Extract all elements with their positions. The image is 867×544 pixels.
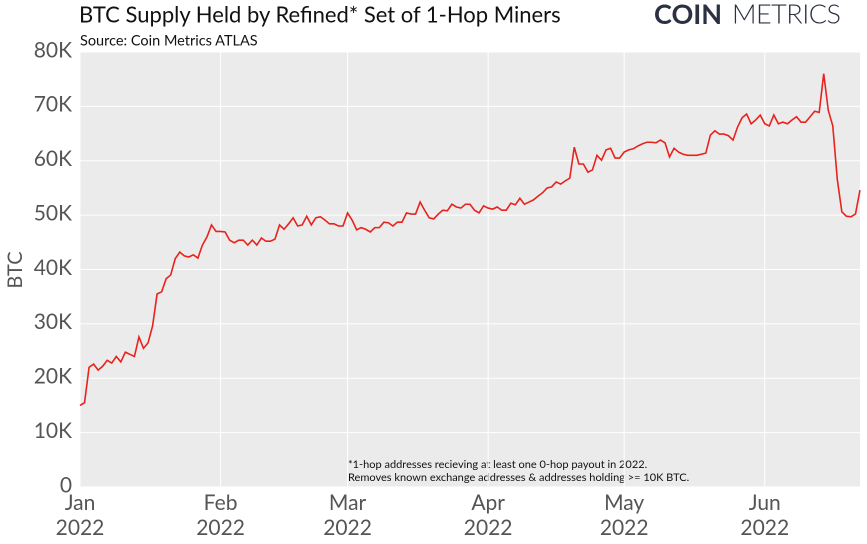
- data-line: [79, 73, 861, 407]
- annotation: Removes known exchange addresses & addre…: [348, 471, 689, 484]
- y-axis-label: BTC: [3, 251, 27, 288]
- x-tick-label: May 2022: [599, 490, 649, 540]
- y-tick-label: 70K: [34, 92, 72, 117]
- y-tick-label: 30K: [34, 309, 72, 334]
- y-tick-label: 0: [60, 472, 72, 497]
- y-tick-label: 40K: [34, 255, 72, 280]
- y-tick-label: 10K: [34, 418, 72, 443]
- annotation: *1-hop addresses recieving at least one …: [348, 458, 647, 471]
- x-tick-label: Jan 2022: [55, 490, 105, 540]
- chart-title: BTC Supply Held by Refined* Set of 1-Hop…: [79, 1, 561, 28]
- y-tick-label: 80K: [34, 37, 72, 62]
- x-tick-label: Mar 2022: [323, 490, 372, 540]
- x-tick-label: Jun 2022: [740, 490, 790, 540]
- logo-bold: COIN: [654, 0, 722, 30]
- x-tick-label: Apr 2022: [463, 490, 513, 540]
- y-tick-label: 60K: [34, 146, 72, 171]
- y-tick-label: 50K: [34, 200, 72, 225]
- logo-light: METRICS: [732, 0, 840, 30]
- y-tick-label: 20K: [34, 364, 72, 389]
- x-tick-label: Feb 2022: [196, 490, 245, 540]
- chart-subtitle: Source: Coin Metrics ATLAS: [80, 33, 258, 50]
